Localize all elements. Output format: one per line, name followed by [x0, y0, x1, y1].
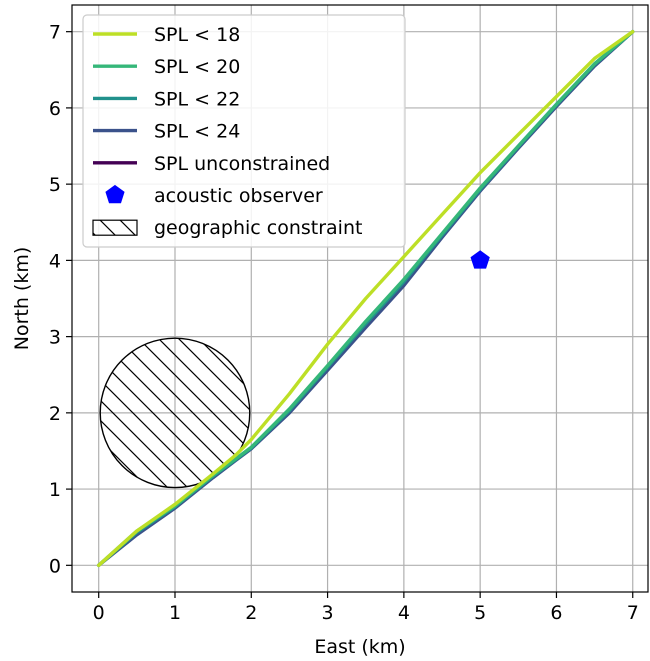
y-tick-label: 3 — [49, 327, 61, 349]
x-tick-label: 5 — [474, 602, 486, 624]
y-tick-label: 6 — [49, 98, 61, 120]
y-tick-label: 1 — [49, 479, 61, 501]
legend-marker-swatch — [105, 184, 125, 204]
marker-layer — [470, 250, 490, 269]
legend-label: SPL < 24 — [154, 121, 240, 143]
legend-hatch-swatch — [92, 219, 138, 236]
geographic-constraint-circle — [99, 337, 251, 489]
constraint-layer — [99, 337, 251, 489]
x-tick-label: 3 — [322, 602, 334, 624]
x-axis-label: East (km) — [314, 636, 405, 658]
legend: SPL < 18 SPL < 20 SPL < 22 SPL < 24 SPL unco… — [82, 14, 406, 248]
plot-frame — [71, 4, 649, 593]
x-tick-label: 6 — [550, 602, 562, 624]
y-tick-label: 2 — [49, 403, 61, 425]
y-tick-label: 7 — [49, 22, 61, 44]
series-line — [97, 30, 635, 567]
legend-label: SPL < 22 — [154, 88, 240, 110]
y-tick-label: 0 — [49, 555, 61, 577]
series-layer — [97, 30, 635, 567]
tick-layer: 0 1 2 3 4 5 6 7 0 1 2 3 4 5 6 7 — [49, 22, 639, 624]
y-axis-label: North (km) — [11, 247, 33, 351]
legend-label: geographic constraint — [154, 217, 362, 239]
y-tick-label: 5 — [49, 174, 61, 196]
legend-label: SPL unconstrained — [154, 153, 330, 175]
legend-label: SPL < 20 — [154, 56, 240, 78]
legend-label: acoustic observer — [154, 185, 323, 207]
x-tick-label: 2 — [245, 602, 257, 624]
acoustic-observer-marker — [470, 250, 490, 269]
x-tick-label: 1 — [169, 602, 181, 624]
x-tick-label: 4 — [398, 602, 410, 624]
legend-box — [82, 14, 406, 248]
x-tick-label: 0 — [93, 602, 105, 624]
legend-label: SPL < 18 — [154, 24, 240, 46]
x-tick-label: 7 — [627, 602, 639, 624]
y-tick-label: 4 — [49, 250, 61, 272]
